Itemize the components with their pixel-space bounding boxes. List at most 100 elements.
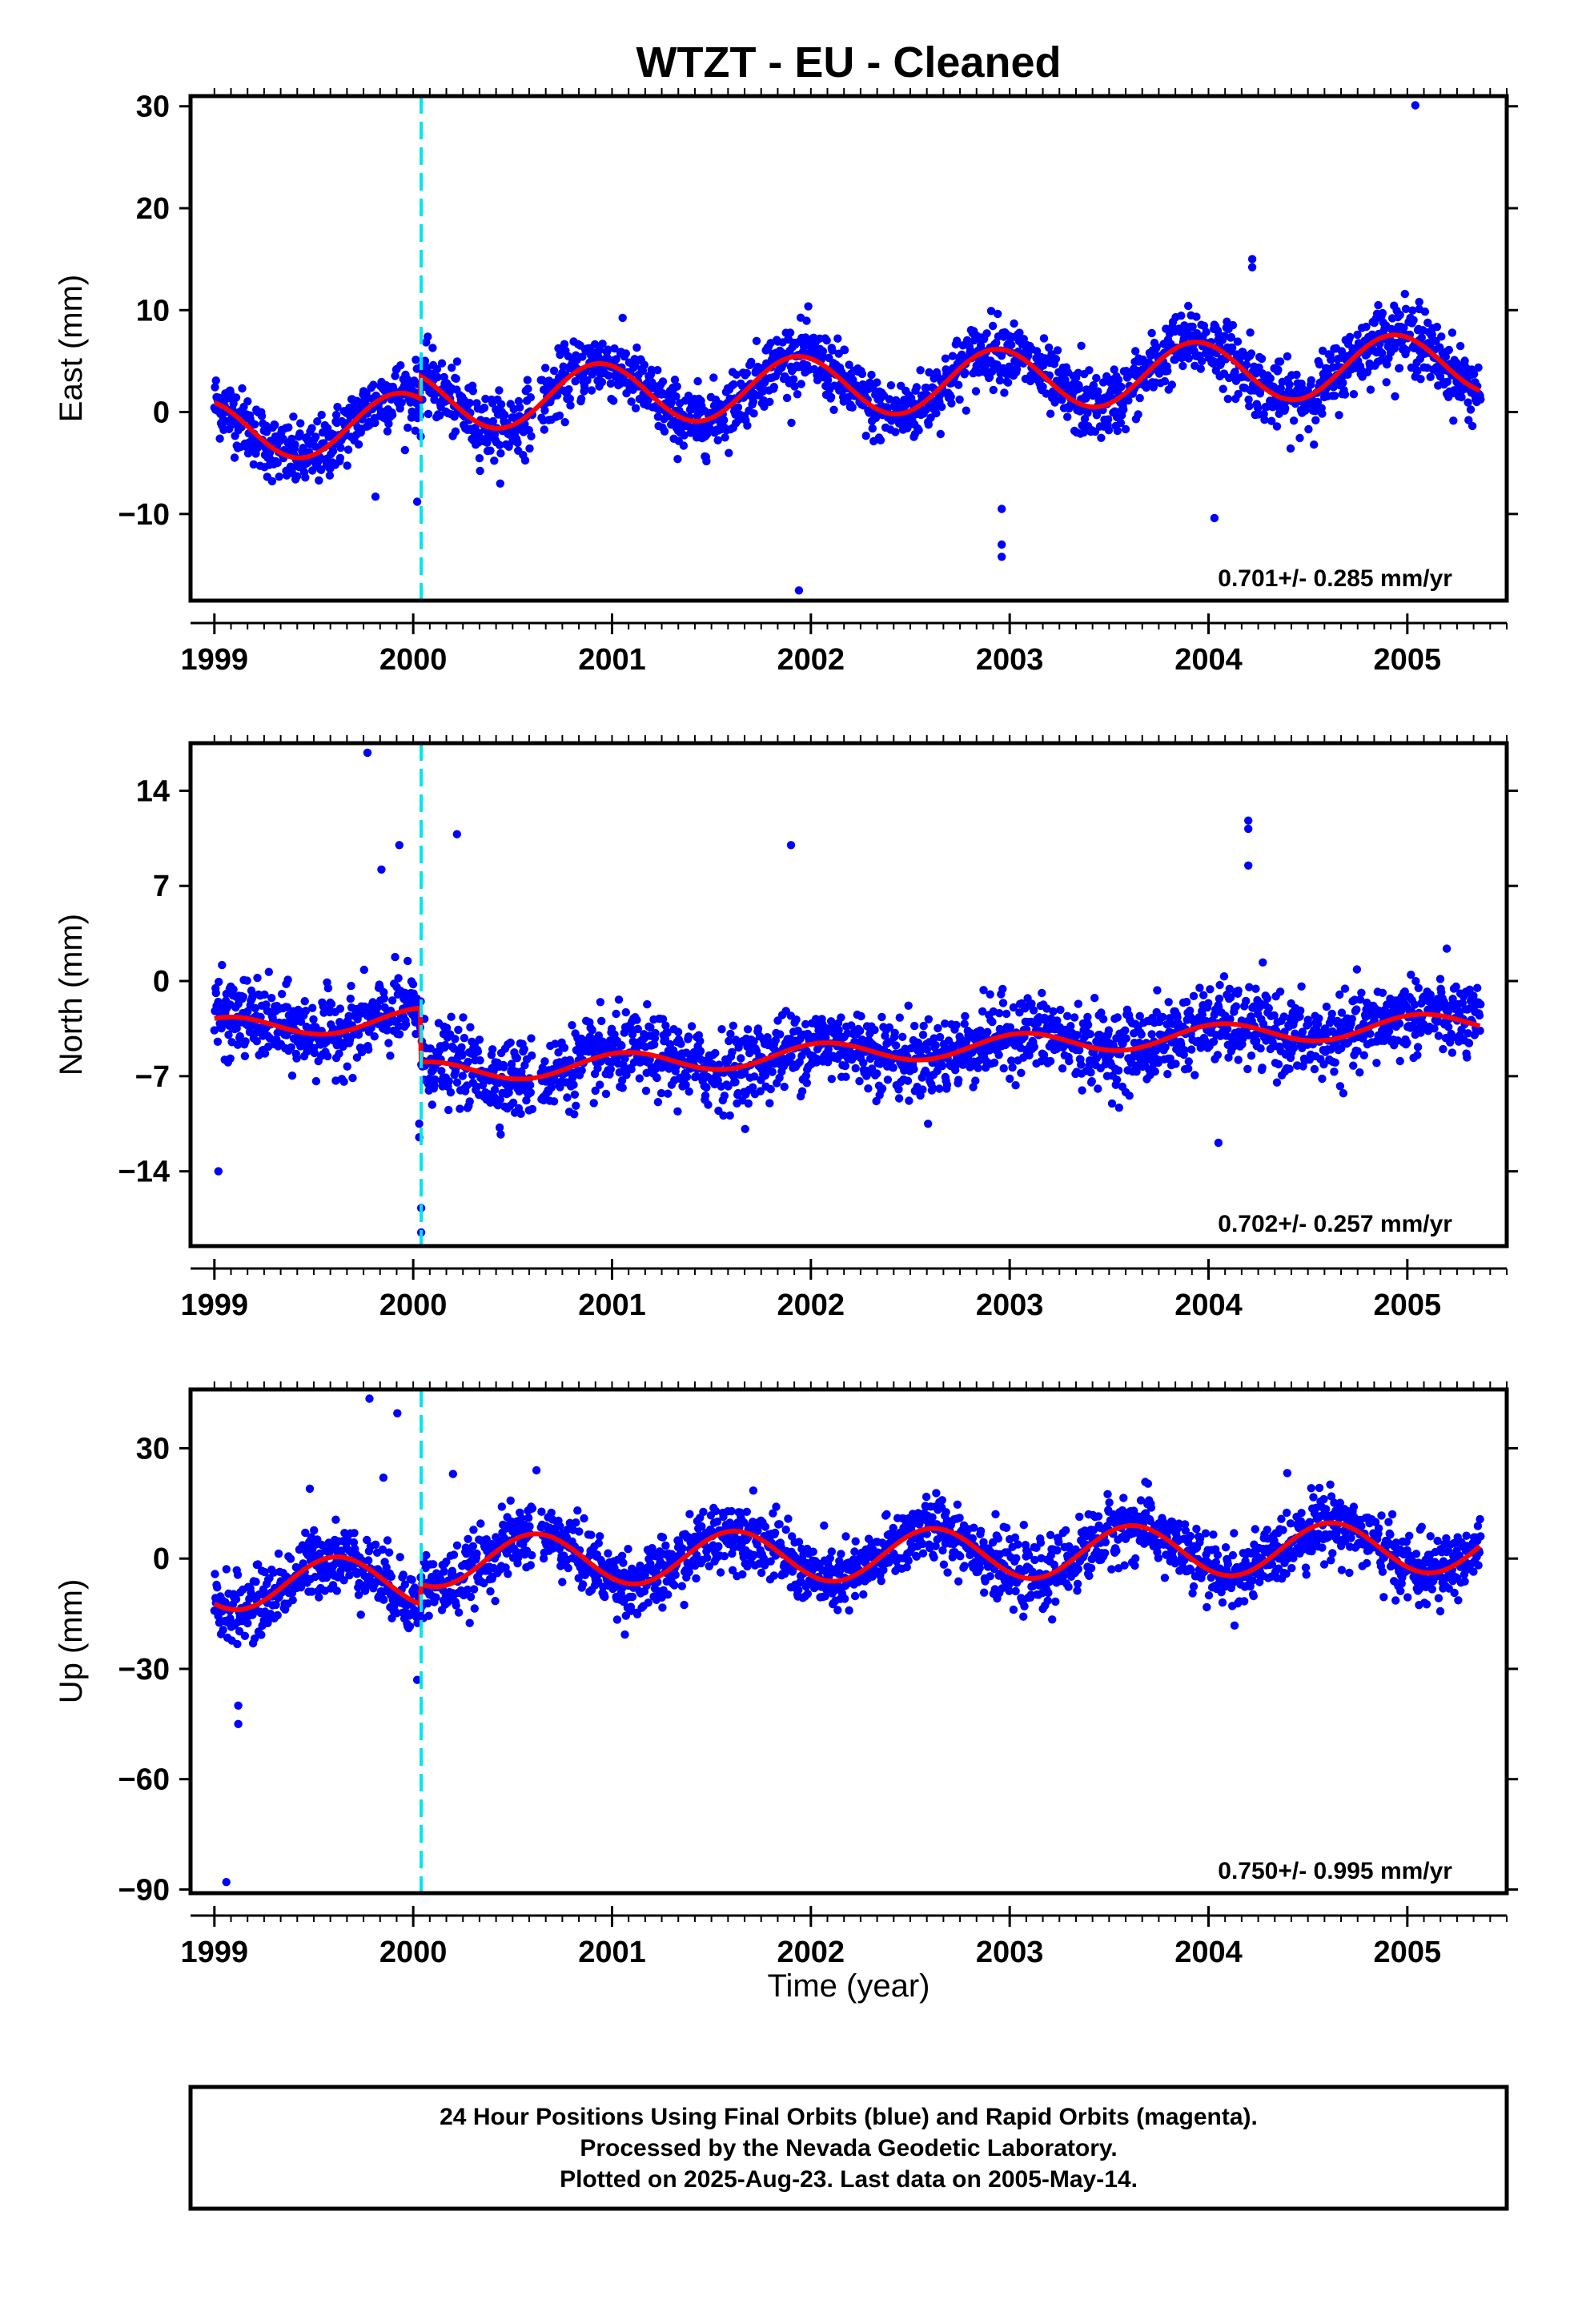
data-point	[604, 371, 613, 380]
outlier-point	[998, 540, 1006, 549]
data-point	[1413, 1051, 1422, 1059]
data-point	[673, 382, 681, 391]
data-point	[1116, 418, 1126, 428]
data-point	[570, 1090, 580, 1100]
data-point	[527, 432, 536, 440]
data-point	[457, 1043, 466, 1052]
data-point	[496, 400, 506, 409]
data-point	[465, 399, 474, 408]
data-point	[284, 423, 293, 432]
data-point	[1460, 356, 1469, 365]
data-point	[702, 456, 711, 466]
data-point	[343, 1062, 351, 1071]
data-point	[436, 411, 444, 420]
data-point	[1010, 319, 1018, 328]
data-point	[1135, 393, 1144, 403]
data-point	[886, 381, 896, 390]
outlier-point	[998, 553, 1006, 561]
data-point	[696, 1036, 705, 1046]
outlier-point	[452, 830, 461, 838]
data-point	[444, 1077, 453, 1086]
data-point	[679, 441, 689, 450]
data-point	[1315, 1014, 1323, 1023]
data-point	[953, 336, 962, 345]
data-point	[653, 1098, 663, 1107]
data-point	[606, 379, 615, 388]
data-point	[1051, 355, 1061, 364]
data-point	[496, 1130, 505, 1139]
data-point	[862, 1072, 871, 1080]
data-point	[473, 1047, 483, 1056]
data-point	[942, 1080, 952, 1089]
data-point	[1196, 364, 1206, 373]
data-point	[802, 316, 811, 325]
data-point	[684, 1032, 693, 1041]
data-point	[563, 1093, 572, 1102]
data-point	[490, 456, 499, 465]
data-point	[239, 992, 247, 1002]
data-point	[1272, 1078, 1282, 1087]
data-point	[454, 1025, 463, 1035]
data-point	[999, 1063, 1008, 1073]
data-point	[1442, 944, 1452, 953]
data-point	[1066, 1022, 1075, 1031]
east-y-axis-label: East (mm)	[54, 275, 89, 422]
data-point	[215, 434, 224, 443]
data-point	[311, 1076, 321, 1086]
data-point	[466, 1023, 475, 1031]
data-point	[720, 416, 729, 424]
data-point	[446, 1088, 456, 1097]
data-point	[299, 444, 307, 452]
data-point	[720, 1092, 729, 1100]
data-point	[631, 361, 640, 370]
data-point	[1110, 365, 1118, 374]
data-point	[411, 426, 420, 435]
data-point	[873, 1069, 881, 1078]
data-point	[961, 368, 970, 377]
data-point	[215, 977, 223, 987]
data-point	[506, 1038, 515, 1047]
data-point	[1104, 415, 1113, 424]
data-point	[1008, 1063, 1017, 1072]
data-point	[1366, 385, 1375, 394]
data-point	[898, 1032, 907, 1042]
data-point	[877, 1084, 887, 1093]
data-point	[1089, 380, 1098, 390]
data-point	[526, 1080, 535, 1090]
data-point	[1053, 346, 1062, 355]
data-point	[1086, 1068, 1095, 1077]
data-point	[1184, 354, 1194, 363]
data-point	[213, 1037, 223, 1047]
data-point	[1070, 1013, 1079, 1022]
data-point	[885, 395, 894, 404]
data-point	[240, 1051, 250, 1061]
data-point	[682, 1072, 692, 1081]
data-point	[672, 392, 681, 401]
data-point	[924, 1015, 934, 1024]
x-tick-label: 2005	[1374, 1289, 1442, 1322]
data-point	[1311, 416, 1320, 424]
data-point	[630, 355, 639, 364]
data-point	[903, 1076, 913, 1085]
data-point	[743, 1025, 753, 1034]
data-point	[1147, 1030, 1156, 1039]
data-point	[1134, 410, 1142, 419]
data-point	[335, 453, 345, 463]
data-point	[1078, 421, 1086, 430]
data-point	[211, 376, 220, 385]
data-point	[513, 438, 522, 448]
data-point	[587, 386, 596, 395]
data-point	[921, 384, 931, 392]
data-point	[520, 456, 530, 465]
data-point	[292, 1054, 301, 1063]
data-point	[1468, 421, 1477, 431]
data-point	[1087, 1077, 1097, 1086]
data-point	[437, 359, 447, 368]
data-point	[464, 1057, 472, 1067]
data-point	[1137, 1030, 1146, 1039]
data-point	[1006, 1074, 1014, 1084]
data-point	[1247, 1051, 1256, 1060]
data-point	[1233, 337, 1243, 346]
data-point	[1296, 1006, 1305, 1015]
data-point	[1180, 1046, 1189, 1055]
